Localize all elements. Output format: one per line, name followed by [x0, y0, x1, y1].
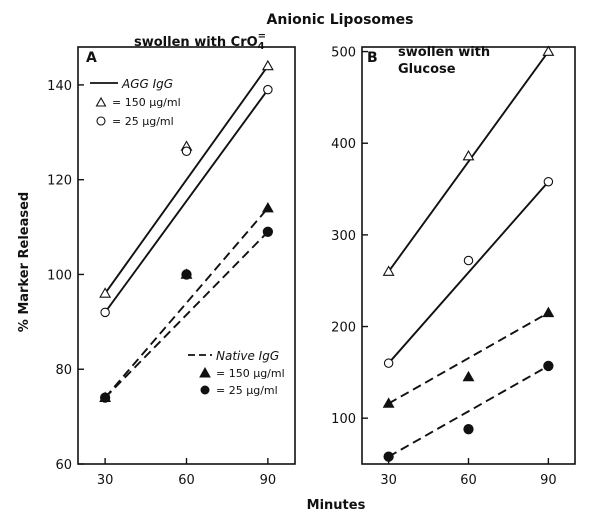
panel-b-ytick-label: 100 — [331, 412, 356, 427]
panel-b-series-4-point — [543, 360, 554, 372]
panel-b-series-2-line — [387, 181, 550, 364]
panel-b-series-3-point — [382, 397, 395, 408]
panel-a-xtick-label: 30 — [97, 473, 114, 488]
panel-b-subtitle-line1: swollen with — [398, 45, 490, 60]
panel-b-xtick-label: 30 — [380, 473, 397, 488]
panel-a-subtitle-sup: = — [258, 31, 266, 42]
legend-native-entry-25: = 25 µg/ml — [216, 384, 278, 397]
panel-b-plot: 30 60 90 100 200 300 400 500 — [331, 45, 557, 488]
panel-a-ytick-label: 100 — [47, 268, 72, 283]
legend-agg-entry-150: = 150 µg/ml — [112, 96, 181, 109]
panel-b-ytick-label: 500 — [331, 46, 356, 61]
y-axis-label: % Marker Released — [17, 192, 32, 332]
legend-filled-triangle-icon — [199, 366, 211, 378]
panel-a-series-4-point — [262, 226, 274, 237]
panel-b-ytick-label: 300 — [331, 229, 356, 244]
panel-b-ytick-label: 400 — [331, 137, 356, 152]
legend-agg-title: AGG IgG — [121, 77, 173, 91]
panel-a-subtitle-sub: 4 — [258, 41, 265, 52]
panel-b-xtick-label: 60 — [460, 473, 477, 488]
panel-a-series-4-point — [181, 269, 192, 280]
panel-a-series-3-point — [261, 202, 274, 213]
legend-native-entry-150: = 150 µg/ml — [216, 367, 285, 380]
panel-a-series-4-line — [104, 231, 269, 399]
legend-native-title: Native IgG — [216, 349, 279, 363]
panel-a-ytick-label: 140 — [47, 79, 72, 94]
panel-b-series-2-point — [543, 176, 554, 187]
panel-b-series-2-point — [383, 358, 394, 368]
x-axis-label: Minutes — [307, 498, 366, 513]
legend-open-circle-icon — [96, 116, 106, 126]
legend-agg-igg: AGG IgG = 150 µg/ml = 25 µg/ml — [90, 77, 181, 128]
panel-a-series-1-point — [261, 59, 274, 71]
panel-a-xtick-label: 60 — [178, 473, 195, 488]
panel-a-label: A — [86, 50, 97, 66]
panel-a-subtitle-text: swollen with CrO — [134, 35, 258, 50]
panel-a-ytick-label: 120 — [47, 174, 72, 189]
legend-agg-entry-25: = 25 µg/ml — [112, 115, 174, 128]
panel-a-series-1-line — [104, 65, 269, 294]
panel-b-subtitle-line2: Glucose — [398, 62, 456, 77]
panel-b-series-1-point — [542, 45, 555, 56]
panel-b-label: B — [367, 50, 378, 66]
panel-b-series-1-point — [382, 265, 395, 276]
panel-b-series-1-line — [387, 51, 550, 273]
panel-a-series-2-point — [100, 307, 110, 318]
panel-b-series-3-point — [542, 306, 555, 318]
panel-b-series-1-point — [462, 149, 475, 161]
panel-b-series-3-point — [462, 370, 475, 382]
panel-b-series-4-line — [388, 365, 549, 458]
panel-a-series-2-point — [181, 146, 192, 157]
panel-b-series-3-line — [388, 311, 549, 405]
legend-native-igg: Native IgG = 150 µg/ml = 25 µg/ml — [188, 349, 285, 397]
panel-b-series-4-point — [463, 424, 474, 435]
legend-open-triangle-icon — [95, 96, 107, 107]
legend-filled-circle-icon — [200, 385, 210, 395]
panel-a-series-4-point — [99, 392, 111, 403]
panel-a-plot: 30 60 90 60 80 100 120 140 — [47, 59, 277, 488]
panel-b-series-4-point — [383, 451, 394, 462]
panel-a-subtitle: swollen with CrO4= — [134, 31, 266, 52]
panel-b-series-2-point — [463, 255, 474, 266]
panel-a-xtick-label: 90 — [260, 473, 277, 488]
figure-title: Anionic Liposomes — [267, 12, 414, 28]
panel-a-ytick-label: 80 — [55, 363, 72, 378]
panel-a-series-1-point — [99, 287, 112, 298]
panel-a-series-2-point — [263, 84, 273, 95]
panel-b-ytick-label: 200 — [331, 321, 356, 336]
panel-a-series-2-line — [104, 89, 269, 313]
panel-a-ytick-label: 60 — [55, 458, 72, 473]
panel-b-xtick-label: 90 — [540, 473, 557, 488]
